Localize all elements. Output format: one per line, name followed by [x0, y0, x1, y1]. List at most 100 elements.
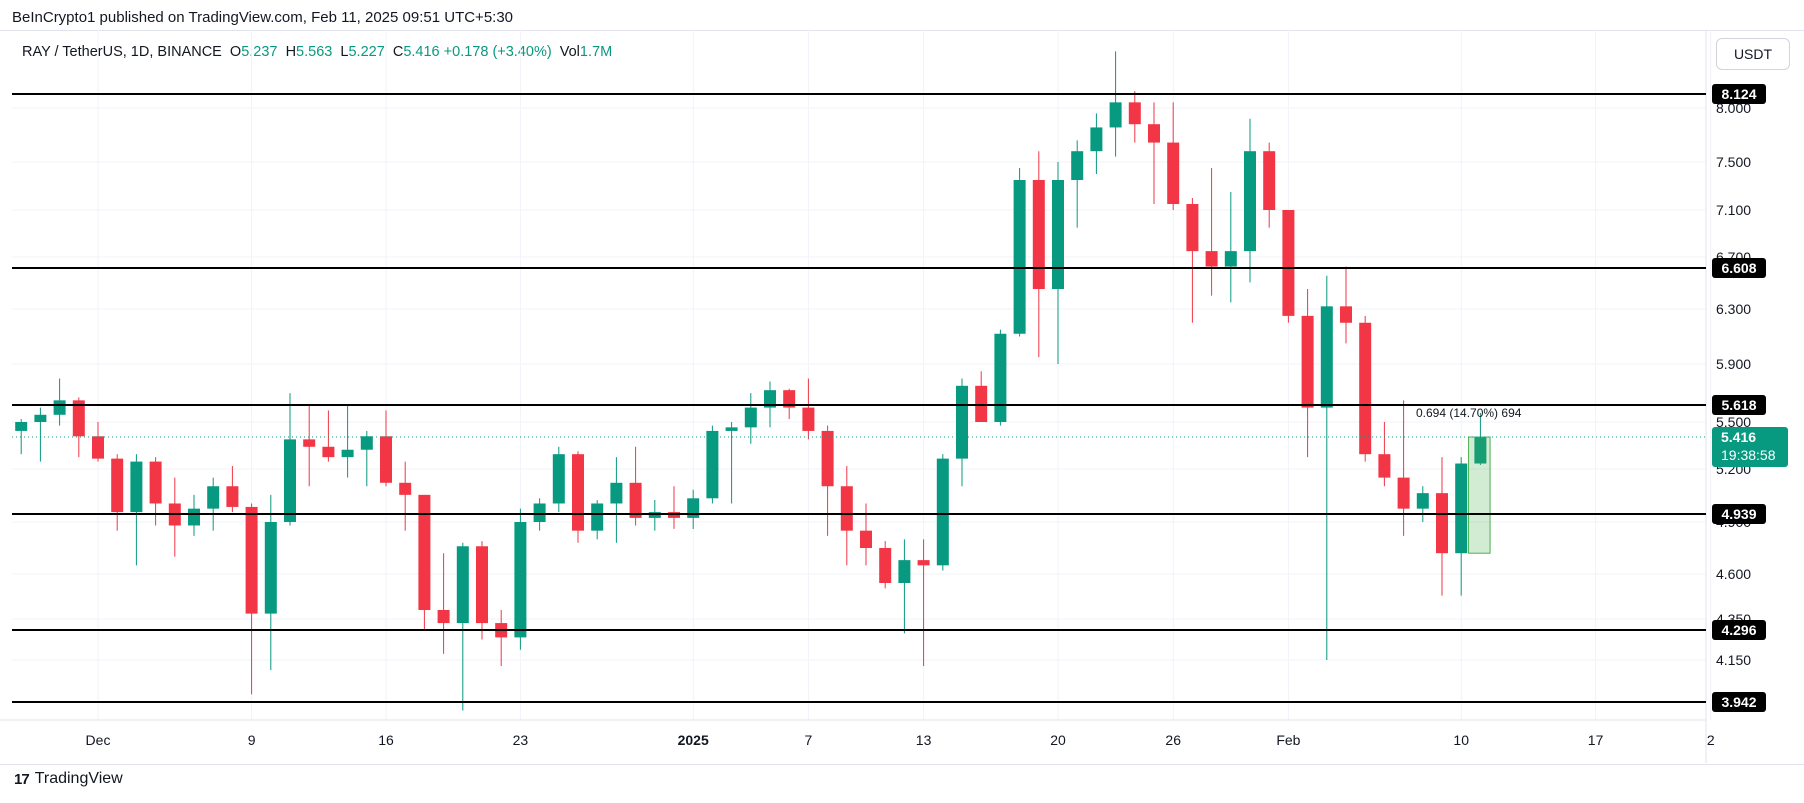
candle-body[interactable]	[188, 508, 200, 526]
candle-body[interactable]	[629, 482, 642, 518]
x-tick-label: 16	[378, 732, 394, 748]
candle-body[interactable]	[725, 427, 738, 431]
candle-body[interactable]	[1340, 306, 1352, 323]
volume-value: 1.7M	[579, 44, 613, 60]
price-chart[interactable]: 8.0007.5007.1006.7006.3005.9005.5005.200…	[0, 0, 1804, 763]
currency-button[interactable]: USDT	[1716, 38, 1790, 70]
candle-body[interactable]	[1282, 210, 1295, 316]
candle-body[interactable]	[1224, 251, 1237, 267]
candle-body[interactable]	[572, 454, 584, 531]
candle-body[interactable]	[1071, 151, 1084, 180]
candle-body[interactable]	[399, 482, 412, 495]
candle-body[interactable]	[706, 430, 719, 499]
level-label: 8.124	[1721, 86, 1756, 102]
candle-body[interactable]	[284, 439, 296, 522]
level-label-box	[1712, 504, 1766, 524]
candle-body[interactable]	[1244, 151, 1256, 252]
candle-body[interactable]	[1090, 127, 1103, 152]
symbol-legend: RAY / TetherUS, 1D, BINANCE O5.237 H5.56…	[22, 44, 612, 60]
candle-body[interactable]	[34, 414, 47, 422]
candle-body[interactable]	[92, 436, 104, 459]
candle-body[interactable]	[936, 458, 949, 566]
x-tick-label: 7	[805, 732, 813, 748]
candle-body[interactable]	[1186, 204, 1199, 252]
level-label: 3.942	[1721, 694, 1756, 710]
candle-body[interactable]	[456, 546, 469, 624]
candle-body[interactable]	[994, 333, 1007, 422]
candle-body[interactable]	[53, 400, 66, 415]
brand-text: TradingView	[34, 770, 123, 787]
candle-body[interactable]	[1167, 142, 1180, 204]
candle-body[interactable]	[802, 407, 815, 431]
candle-body[interactable]	[1205, 251, 1218, 267]
x-tick-label: 17	[1588, 732, 1604, 748]
footer-brand: 17 TradingView	[14, 770, 123, 788]
y-tick-label: 7.500	[1716, 154, 1751, 170]
x-tick-label: 13	[916, 732, 932, 748]
candle-body[interactable]	[860, 530, 872, 548]
measure-box[interactable]	[1468, 436, 1491, 554]
candle-body[interactable]	[341, 449, 354, 458]
candle-body[interactable]	[514, 522, 527, 638]
close-value: 5.416	[403, 44, 440, 60]
candle-body[interactable]	[207, 486, 220, 509]
candle-body[interactable]	[437, 610, 450, 624]
candle-body[interactable]	[956, 385, 968, 459]
candle-body[interactable]	[1032, 180, 1045, 290]
candle-body[interactable]	[303, 439, 316, 447]
candle-body[interactable]	[1263, 151, 1276, 210]
candle-body[interactable]	[1359, 322, 1372, 455]
candle-body[interactable]	[648, 512, 661, 518]
candle-body[interactable]	[744, 407, 757, 428]
candle-body[interactable]	[1109, 102, 1122, 128]
candle-body[interactable]	[245, 506, 258, 614]
candle-body[interactable]	[264, 522, 277, 614]
candle-body[interactable]	[1301, 315, 1314, 408]
candle-body[interactable]	[975, 385, 988, 422]
candle-body[interactable]	[149, 461, 162, 504]
candle-body[interactable]	[1052, 180, 1064, 290]
candle-body[interactable]	[1013, 180, 1026, 334]
change-value: +0.178 (+3.40%)	[443, 44, 552, 60]
candle-body[interactable]	[322, 446, 335, 458]
candle-body[interactable]	[668, 512, 680, 518]
candle-body[interactable]	[898, 560, 911, 583]
last-price-label: 5.416	[1721, 429, 1756, 445]
symbol-name[interactable]: RAY / TetherUS, 1D, BINANCE	[22, 44, 222, 60]
candle-body[interactable]	[72, 400, 85, 437]
y-tick-label: 4.600	[1716, 566, 1751, 582]
candle-body[interactable]	[1320, 306, 1333, 408]
candle-body[interactable]	[783, 390, 796, 408]
measure-label: 0.694 (14.70%) 694	[1416, 406, 1522, 420]
candle-body[interactable]	[1455, 463, 1468, 554]
candle-body[interactable]	[1416, 493, 1429, 509]
candle-body[interactable]	[360, 436, 373, 450]
candle-body[interactable]	[1436, 493, 1448, 554]
candle-body[interactable]	[840, 486, 853, 531]
candle-body[interactable]	[418, 494, 431, 610]
candle-body[interactable]	[821, 430, 834, 487]
candle-body[interactable]	[1474, 437, 1487, 464]
candle-body[interactable]	[552, 454, 565, 504]
open-value: 5.237	[241, 44, 278, 60]
low-label: L	[340, 44, 349, 60]
candle-body[interactable]	[1397, 477, 1410, 509]
candle-body[interactable]	[130, 461, 143, 513]
candle-body[interactable]	[533, 503, 546, 522]
candle-body[interactable]	[476, 546, 488, 624]
candle-body[interactable]	[1148, 124, 1160, 143]
candle-body[interactable]	[764, 390, 776, 408]
x-tick-label: Dec	[86, 732, 111, 748]
candle-body[interactable]	[917, 560, 930, 566]
candle-body[interactable]	[879, 548, 892, 583]
level-label-box	[1712, 84, 1766, 104]
candle-body[interactable]	[1378, 454, 1391, 478]
candle-body[interactable]	[1128, 102, 1141, 125]
candle-body[interactable]	[226, 486, 239, 507]
candle-body[interactable]	[15, 422, 28, 431]
candle-body[interactable]	[380, 436, 392, 483]
candle-body[interactable]	[111, 458, 124, 513]
candle-body[interactable]	[610, 482, 623, 504]
candle-body[interactable]	[591, 503, 604, 531]
high-label: H	[285, 44, 297, 60]
